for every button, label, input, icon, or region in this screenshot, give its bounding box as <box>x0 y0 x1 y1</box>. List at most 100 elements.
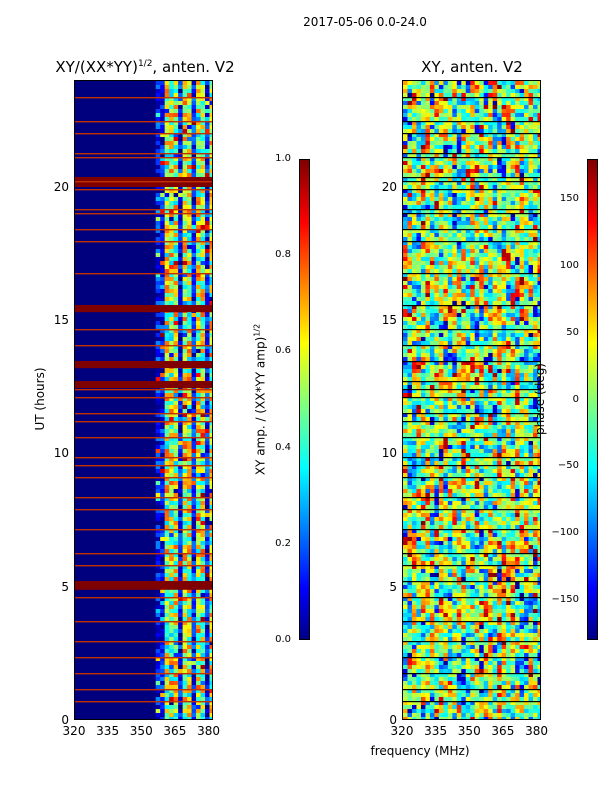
left-heatmap-cell <box>169 653 174 658</box>
right-heatmap-cell <box>537 141 540 146</box>
left-heatmap-cell <box>173 573 179 578</box>
right-heatmap-cell <box>501 285 507 290</box>
right-heatmap-cell <box>537 205 540 210</box>
left-heatmap-cell <box>182 513 188 518</box>
right-heatmap-cell <box>416 317 422 322</box>
left-heatmap-cell <box>178 453 183 458</box>
left-heatmap-cell <box>164 149 170 154</box>
right-heatmap-cell <box>501 245 507 250</box>
right-heatmap-cell <box>425 401 431 406</box>
right-heatmap-cell <box>416 437 422 442</box>
right-heatmap-cell <box>407 245 413 250</box>
right-heatmap-cell <box>470 253 476 258</box>
right-heatmap-cell <box>403 445 408 450</box>
right-heatmap-cell <box>411 105 417 110</box>
right-heatmap-cell <box>429 109 435 114</box>
left-heatmap-cell <box>155 377 161 382</box>
right-heatmap-cell <box>416 293 422 298</box>
left-heatmap-cell <box>209 237 212 242</box>
right-heatmap-cell <box>528 125 534 130</box>
right-heatmap-cell <box>411 353 417 358</box>
right-heatmap-cell <box>501 177 507 182</box>
left-heatmap-cell <box>178 313 183 318</box>
left-heatmap-cell <box>191 653 197 658</box>
left-heatmap-cell <box>200 113 206 118</box>
right-heatmap-cell <box>519 225 525 230</box>
left-heatmap-cell <box>200 613 206 618</box>
left-heatmap-cell <box>191 677 197 682</box>
right-heatmap-cell <box>456 293 462 298</box>
left-heatmap-cell <box>196 289 201 294</box>
right-heatmap-cell <box>411 429 417 434</box>
right-heatmap-cell <box>488 189 493 194</box>
right-heatmap-cell <box>510 269 516 274</box>
left-heatmap-cell <box>209 121 212 126</box>
left-heatmap-cell <box>196 233 201 238</box>
left-heatmap-cell <box>155 617 161 622</box>
right-heatmap-cell <box>425 245 431 250</box>
right-heatmap-cell <box>456 397 462 402</box>
left-heatmap-cell <box>200 213 206 218</box>
left-heatmap-cell <box>196 97 201 102</box>
left-heatmap-cell <box>178 461 183 466</box>
left-heatmap-cell <box>209 549 212 554</box>
right-heatmap-cell <box>515 233 520 238</box>
left-heatmap-cell <box>187 349 192 354</box>
left-heatmap-cell <box>182 289 188 294</box>
right-heatmap-cell <box>497 257 502 262</box>
right-heatmap-cell <box>479 417 485 422</box>
left-heatmap-cell <box>209 393 212 398</box>
left-heatmap-cell <box>155 421 161 426</box>
left-heatmap-cell <box>187 289 192 294</box>
right-heatmap-cell <box>443 205 449 210</box>
left-heatmap-cell <box>178 537 183 542</box>
right-heatmap-cell <box>411 265 417 270</box>
left-heatmap-cell <box>191 105 197 110</box>
right-heatmap-cell <box>434 97 440 102</box>
left-heatmap-cell <box>200 157 206 162</box>
right-heatmap-cell <box>537 405 540 410</box>
right-heatmap-cell <box>488 245 493 250</box>
left-heatmap-cell <box>209 245 212 250</box>
right-heatmap-cell <box>510 397 516 402</box>
left-heatmap-cell <box>164 121 170 126</box>
right-heatmap-cell <box>452 401 458 406</box>
right-heatmap-cell <box>452 341 458 346</box>
left-heatmap-cell <box>200 685 206 690</box>
left-heatmap-cell <box>155 705 161 710</box>
right-heatmap-cell <box>497 109 502 114</box>
right-heatmap-cell <box>411 269 417 274</box>
right-heatmap-cell <box>465 445 471 450</box>
right-heatmap-cell <box>438 153 444 158</box>
right-heatmap-cell <box>510 253 516 258</box>
right-heatmap-cell <box>425 109 431 114</box>
left-heatmap-cell <box>178 165 183 170</box>
left-heatmap-cell <box>164 441 170 446</box>
right-heatmap-cell <box>488 369 493 374</box>
right-heatmap-cell <box>447 421 453 426</box>
right-heatmap-cell <box>456 357 462 362</box>
right-heatmap-cell <box>434 145 440 150</box>
left-heatmap-cell <box>178 697 183 702</box>
right-heatmap-cell <box>533 221 538 226</box>
right-heatmap-cell <box>443 381 449 386</box>
left-heatmap-cell <box>155 133 161 138</box>
left-heatmap-cell <box>178 577 183 582</box>
left-heatmap-cell <box>205 429 210 434</box>
right-heatmap-cell <box>425 101 431 106</box>
right-heatmap-cell <box>434 209 440 214</box>
right-heatmap-cell <box>425 317 431 322</box>
right-heatmap-cell <box>420 397 426 402</box>
left-heatmap-cell <box>164 281 170 286</box>
right-heatmap-cell <box>416 413 422 418</box>
right-heatmap-cell <box>403 301 408 306</box>
left-heatmap-cell <box>173 213 179 218</box>
left-heatmap-cell <box>178 245 183 250</box>
right-heatmap-cell <box>492 341 498 346</box>
right-heatmap-cell <box>524 217 529 222</box>
left-heatmap-cell <box>178 653 183 658</box>
left-heatmap-cell <box>187 457 192 462</box>
right-heatmap-cell <box>497 421 502 426</box>
left-heatmap-cell <box>169 413 174 418</box>
left-heatmap-cell <box>182 373 188 378</box>
